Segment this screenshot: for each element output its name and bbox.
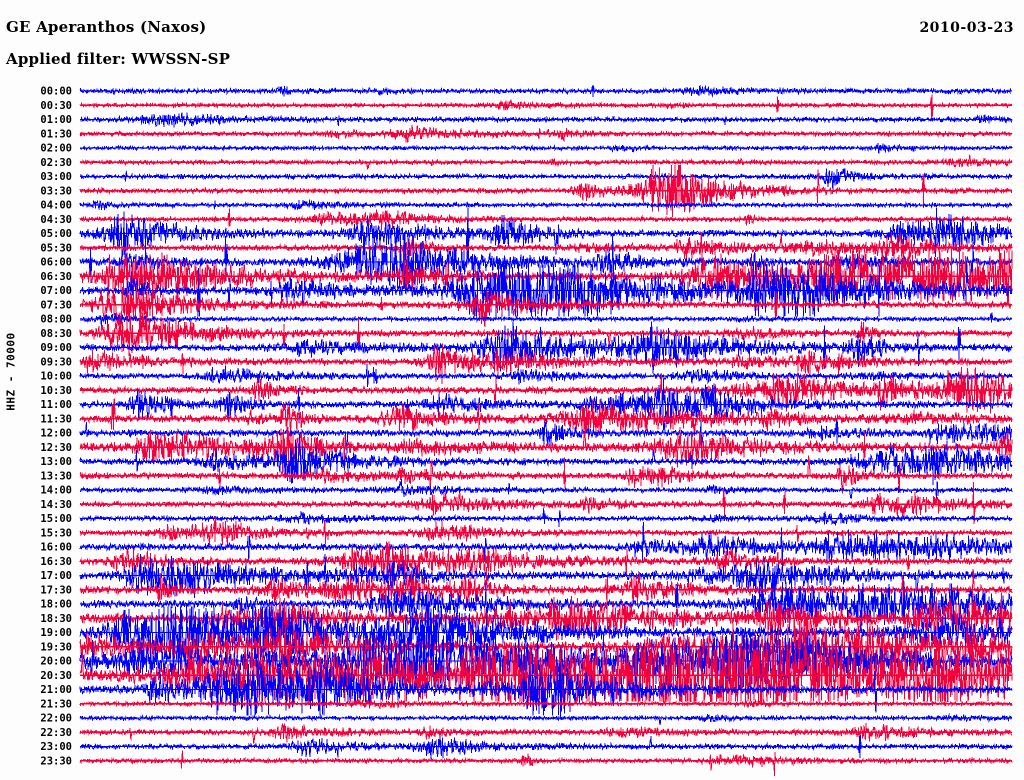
time-tick-label: 15:30 — [40, 527, 72, 539]
time-tick-label: 22:00 — [40, 713, 72, 725]
time-tick-label: 12:00 — [40, 428, 72, 440]
time-tick-label: 11:00 — [40, 399, 72, 411]
time-tick-label: 22:30 — [40, 727, 72, 739]
trace-row — [79, 321, 1013, 374]
time-tick-label: 00:00 — [40, 86, 72, 98]
time-tick-label: 11:30 — [40, 413, 72, 425]
time-tick-label: 05:30 — [40, 242, 72, 254]
time-tick-label: 13:30 — [40, 470, 72, 482]
trace-row — [79, 232, 1013, 266]
time-tick-label: 18:30 — [40, 613, 72, 625]
time-tick-label: 08:30 — [40, 328, 72, 340]
time-tick-label: 02:30 — [40, 157, 72, 169]
trace-row — [79, 418, 1013, 454]
trace-row — [79, 94, 1013, 121]
time-tick-label: 02:00 — [40, 143, 72, 155]
trace-row — [79, 235, 1013, 289]
time-tick-label: 23:00 — [40, 741, 72, 753]
trace-row — [79, 734, 1013, 761]
time-tick-label: 01:30 — [40, 128, 72, 140]
time-tick-label: 16:00 — [40, 542, 72, 554]
trace-row — [79, 663, 1013, 716]
time-tick-label: 20:00 — [40, 656, 72, 668]
time-tick-label: 01:00 — [40, 114, 72, 126]
trace-row — [79, 633, 1013, 688]
time-tick-label: 21:30 — [40, 698, 72, 710]
time-tick-label: 09:00 — [40, 342, 72, 354]
time-tick-label: 04:30 — [40, 214, 72, 226]
record-date: 2010-03-23 — [919, 20, 1014, 36]
applied-filter-label: Applied filter: WWSSN-SP — [6, 50, 231, 68]
time-tick-label: 10:30 — [40, 385, 72, 397]
trace-row — [79, 592, 1013, 645]
time-tick-label: 03:00 — [40, 171, 72, 183]
time-tick-label: 00:30 — [40, 100, 72, 112]
trace-row — [79, 168, 1013, 189]
time-tick-label: 12:30 — [40, 442, 72, 454]
time-tick-label: 07:00 — [40, 285, 72, 297]
time-tick-label: 10:00 — [40, 371, 72, 383]
time-tick-label: 16:30 — [40, 556, 72, 568]
trace-row — [79, 307, 1013, 357]
time-tick-label: 21:00 — [40, 684, 72, 696]
seismogram-plot: 00:00 00:30 01:00 01:30 02:00 02:30 03:00 03:30… — [0, 80, 1024, 780]
trace-row — [79, 508, 1013, 528]
time-tick-label: 17:30 — [40, 584, 72, 596]
time-tick-label: 20:30 — [40, 670, 72, 682]
time-tick-label: 13:00 — [40, 456, 72, 468]
time-tick-label: 04:00 — [40, 200, 72, 212]
time-tick-label: 14:00 — [40, 485, 72, 497]
time-tick-label: 05:00 — [40, 228, 72, 240]
trace-row — [79, 722, 1012, 744]
trace-row — [79, 285, 1013, 328]
time-tick-label: 06:30 — [40, 271, 72, 283]
time-tick-label: 23:30 — [40, 755, 72, 767]
trace-row — [79, 436, 1013, 485]
time-tick-label: 15:00 — [40, 513, 72, 525]
time-tick-label: 07:30 — [40, 299, 72, 311]
trace-row — [79, 713, 1013, 725]
trace-row — [79, 482, 1013, 525]
time-tick-label: 19:30 — [40, 641, 72, 653]
trace-row — [79, 364, 1013, 388]
time-tick-label: 09:30 — [40, 356, 72, 368]
time-tick-label: 19:00 — [40, 627, 72, 639]
time-tick-label: 14:30 — [40, 499, 72, 511]
page-title: GE Aperanthos (Naxos) — [6, 18, 207, 36]
time-tick-label: 03:30 — [40, 185, 72, 197]
time-tick-label: 18:00 — [40, 599, 72, 611]
time-tick-label: 17:00 — [40, 570, 72, 582]
time-tick-label: 06:00 — [40, 257, 72, 269]
time-tick-label: 08:00 — [40, 314, 72, 326]
trace-row — [79, 750, 1013, 776]
